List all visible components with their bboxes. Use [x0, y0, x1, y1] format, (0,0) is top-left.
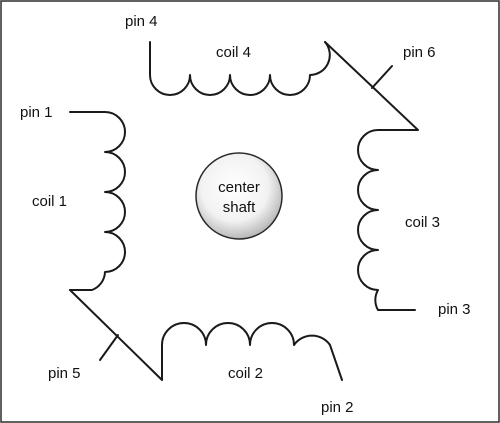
coil-1-label: coil 1 [32, 193, 67, 210]
coil-1-winding [69, 111, 126, 291]
shaft-label-line2: shaft [223, 199, 256, 216]
pin-5-tap [99, 334, 119, 361]
wire-top-right-diagonal [324, 41, 419, 131]
pin-6-label: pin 6 [403, 44, 436, 61]
pin-2-label: pin 2 [321, 399, 354, 416]
shaft-label-line1: center [218, 179, 260, 196]
pin-6-tap [371, 65, 393, 89]
coil-4-label: coil 4 [216, 44, 251, 61]
coil-2-winding [161, 322, 343, 381]
coil-2-label: coil 2 [228, 365, 263, 382]
coil-3-winding [357, 129, 416, 311]
coil-3-label: coil 3 [405, 214, 440, 231]
pin-3-label: pin 3 [438, 301, 471, 318]
coil-4-winding [149, 41, 331, 96]
wire-bottom-left-diagonal [69, 289, 163, 381]
center-shaft-circle [195, 152, 283, 240]
pin-1-label: pin 1 [20, 104, 53, 121]
pin-4-label: pin 4 [125, 13, 158, 30]
pin-5-label: pin 5 [48, 365, 81, 382]
